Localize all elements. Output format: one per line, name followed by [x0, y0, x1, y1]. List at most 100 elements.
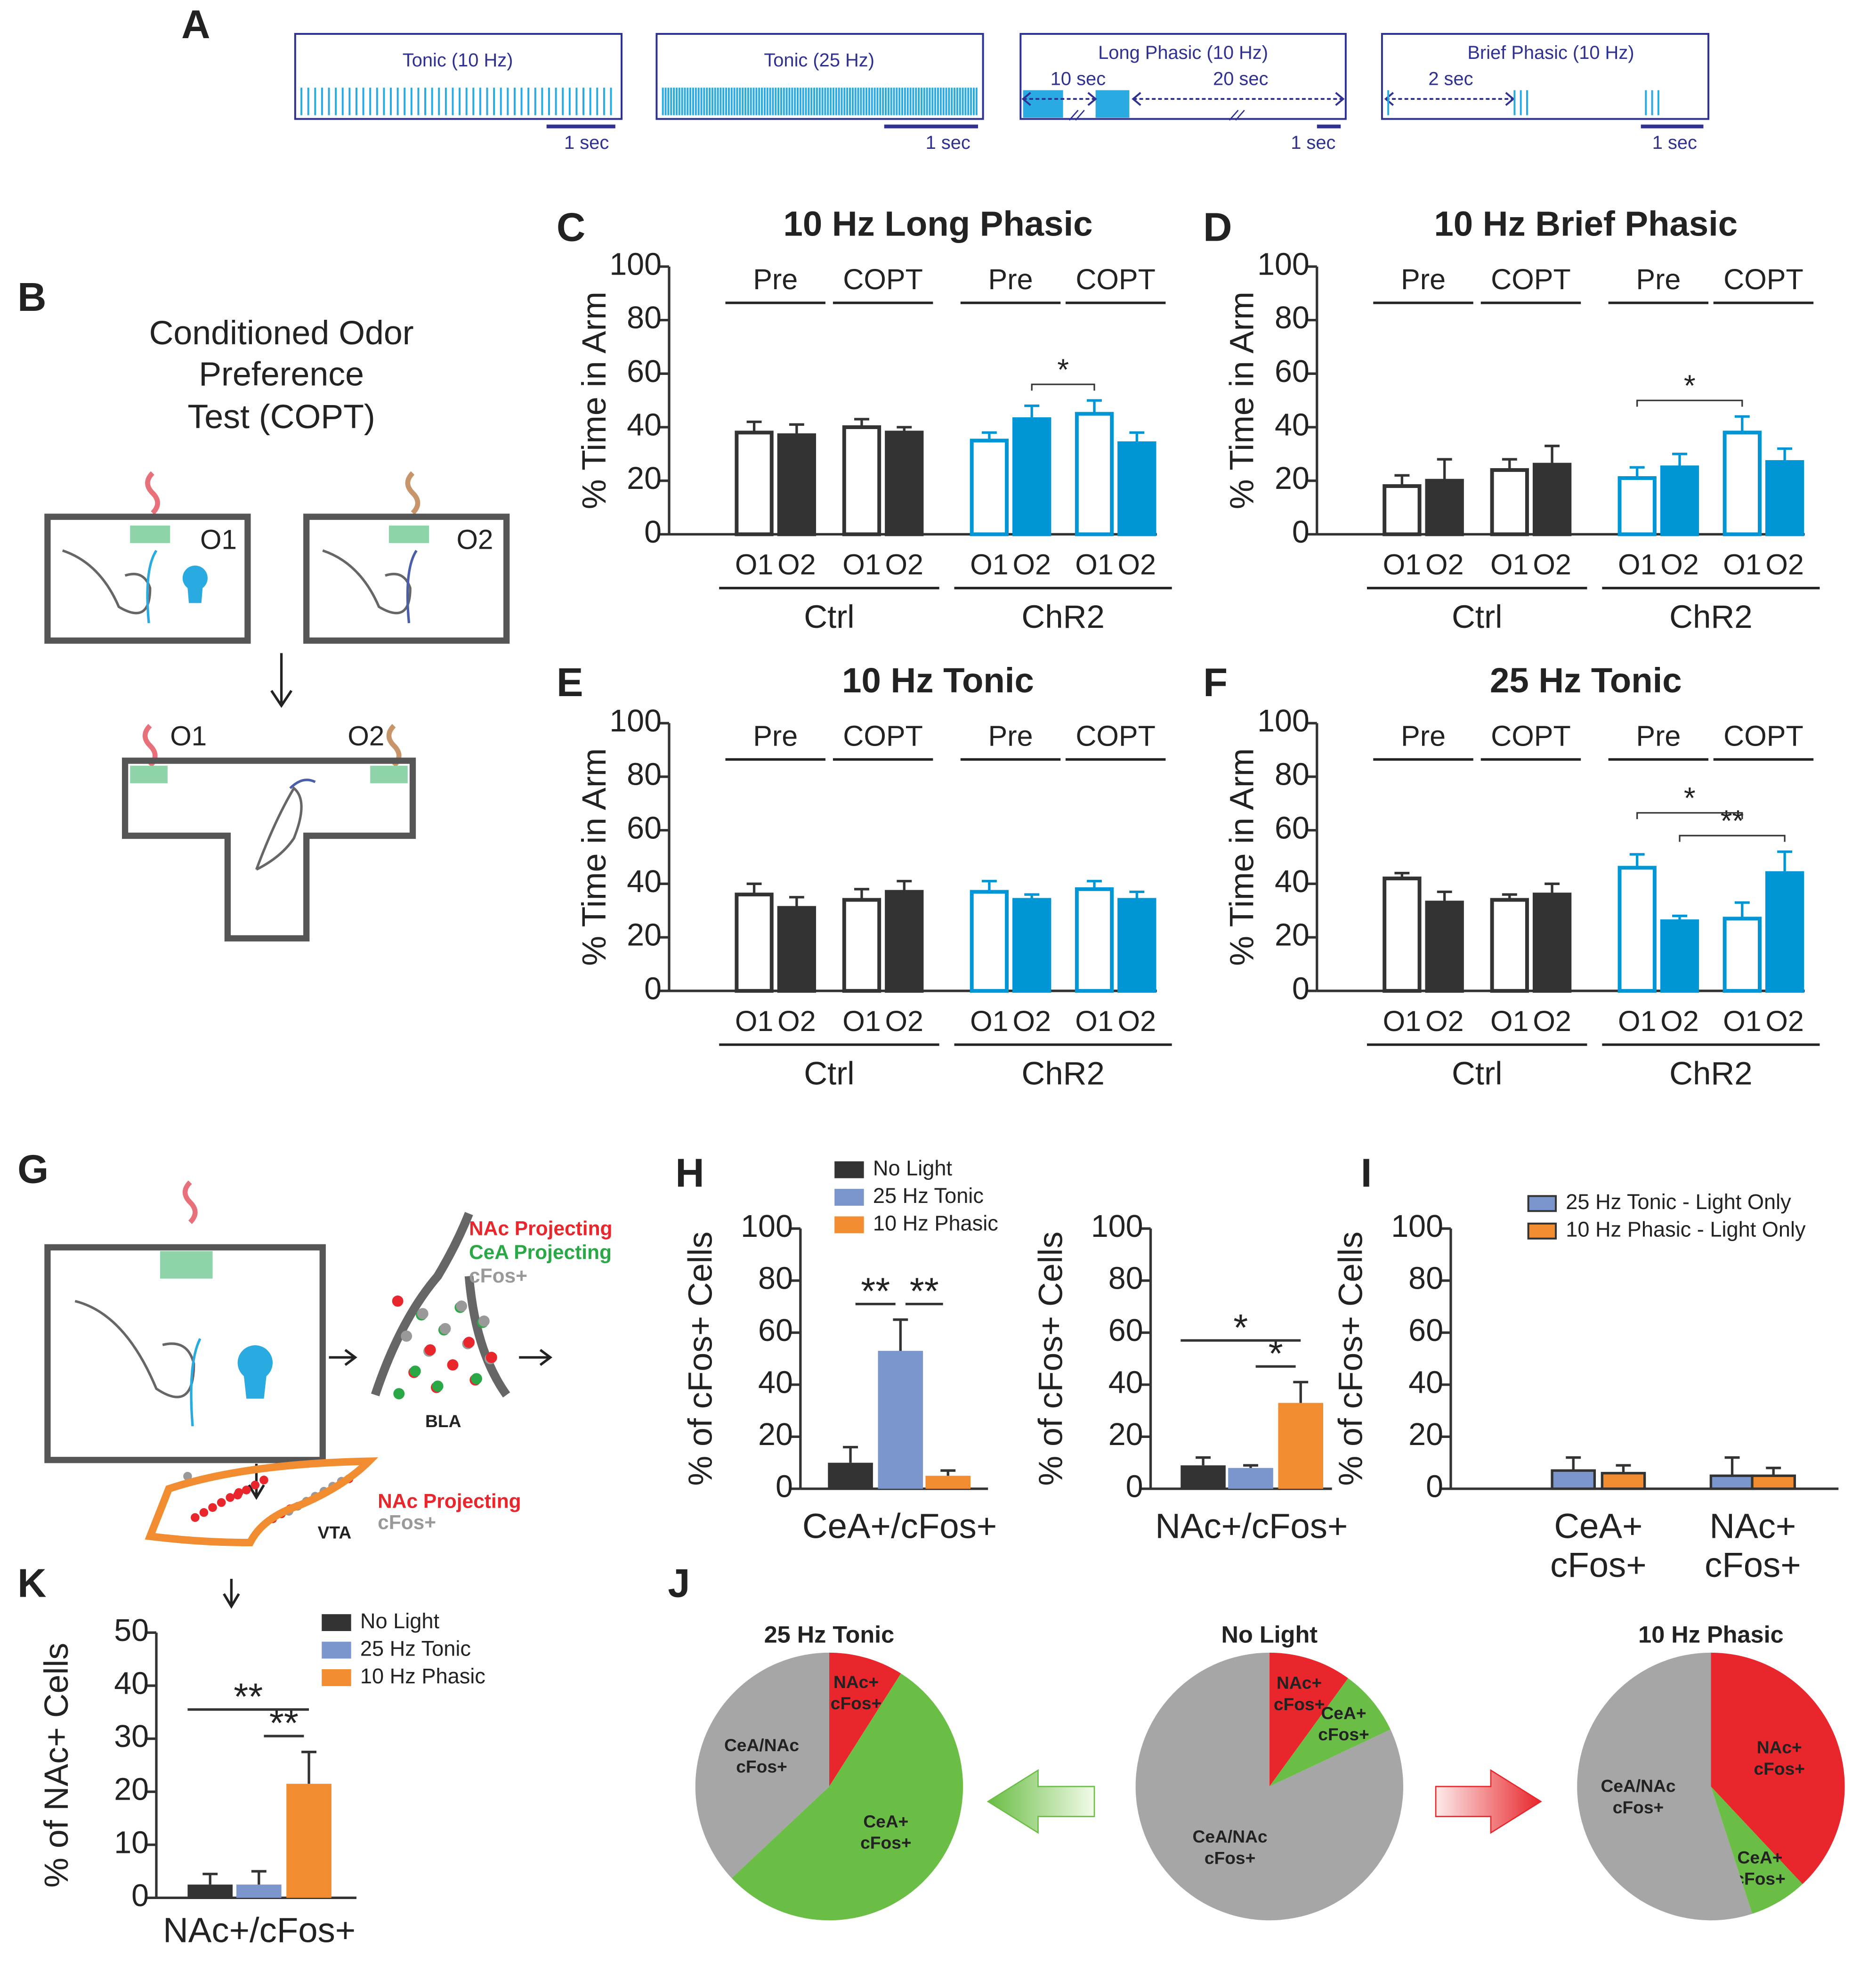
error-bar	[1672, 914, 1687, 922]
bar	[1722, 430, 1762, 536]
supergroup-label: Ctrl	[804, 1055, 854, 1092]
y-axis-label: % of NAc+ Cells	[38, 1643, 75, 1888]
bar	[1490, 468, 1529, 536]
error-bar	[1734, 415, 1750, 433]
bar	[1765, 871, 1804, 993]
y-axis-label: % of cFos+ Cells	[1032, 1232, 1069, 1486]
pie-label: cFos+	[1274, 1694, 1325, 1714]
x-tick-label: O2	[885, 1005, 923, 1037]
bar	[1617, 866, 1657, 993]
bar	[1709, 1474, 1755, 1490]
y-tick-label: 0	[776, 1469, 793, 1504]
bar	[1551, 1469, 1596, 1490]
x-tick-label: O2	[1425, 549, 1464, 581]
scale-label: 1 sec	[564, 132, 609, 153]
y-tick-label: 0	[131, 1878, 149, 1913]
bar	[925, 1476, 971, 1489]
duration-label: 10 sec	[1051, 69, 1106, 89]
y-tick-label: 80	[1408, 1261, 1443, 1296]
y-tick-label: 60	[1275, 811, 1310, 845]
error-bar	[746, 882, 762, 895]
error-bar	[1777, 850, 1793, 873]
group-label: COPT	[1491, 263, 1571, 295]
bar	[1383, 877, 1422, 993]
error-bar	[1566, 1456, 1581, 1471]
x-tick-label: O1	[1490, 549, 1528, 581]
x-tick-label: O1	[1383, 1005, 1421, 1037]
bar	[1012, 417, 1051, 536]
y-tick-label: 100	[1257, 247, 1310, 282]
legend-label: No Light	[360, 1609, 440, 1633]
y-tick-label: 20	[758, 1417, 793, 1452]
arrow	[987, 1769, 1095, 1834]
pie-label: CeA+	[1738, 1847, 1783, 1867]
x-tick-label: O1	[1075, 1005, 1113, 1037]
legend-label: 10 Hz Phasic - Light Only	[1566, 1218, 1806, 1242]
y-tick-label: 80	[758, 1261, 793, 1296]
y-tick-label: 40	[1275, 864, 1310, 899]
chart-title: 25 Hz Tonic	[764, 1621, 895, 1648]
error-bar	[789, 423, 804, 436]
y-tick-label: 20	[1108, 1417, 1143, 1452]
vta-label: cFos+	[378, 1511, 436, 1534]
chart-title: 10 Hz Phasic	[1638, 1621, 1783, 1648]
group-label: Pre	[1401, 720, 1446, 752]
error-bar	[1394, 872, 1410, 879]
duration-label: 2 sec	[1428, 69, 1473, 89]
cell	[432, 1380, 444, 1392]
legend-swatch	[322, 1641, 351, 1659]
supergroup-label: Ctrl	[804, 598, 854, 635]
x-tick-label: NAc+	[1709, 1507, 1796, 1546]
y-tick-label: 10	[114, 1825, 149, 1860]
cell	[226, 1493, 234, 1502]
bar	[1383, 484, 1422, 536]
circuit-illustration	[44, 1180, 553, 1609]
y-tick-label: 30	[114, 1719, 149, 1754]
copt-title: Test (COPT)	[187, 398, 375, 436]
trace-title: Tonic (10 Hz)	[403, 50, 513, 71]
y-tick-label: 0	[1292, 971, 1310, 1006]
legend-label: No Light	[873, 1156, 953, 1180]
y-tick-label: 20	[627, 918, 662, 953]
vta-label: NAc Projecting	[378, 1490, 521, 1512]
group-label: Pre	[988, 263, 1033, 295]
bar	[1228, 1468, 1273, 1489]
error-bar	[1502, 458, 1517, 470]
pie-label: cFos+	[1318, 1724, 1369, 1744]
x-tick-label: O1	[842, 1005, 881, 1037]
panel-label: K	[17, 1561, 46, 1606]
error-bar	[1777, 447, 1793, 462]
x-tick-label: O1	[970, 549, 1008, 581]
panel-label: I	[1361, 1151, 1372, 1195]
supergroup-label: ChR2	[1669, 1055, 1753, 1092]
bar	[777, 433, 817, 536]
pie-slice	[829, 1652, 901, 1787]
x-tick-label: O2	[1660, 1005, 1698, 1037]
x-tick-label: O2	[1533, 549, 1571, 581]
cell	[259, 1475, 268, 1485]
pie-label: cFos+	[736, 1756, 787, 1776]
x-tick-label: O2	[1765, 549, 1803, 581]
cell	[251, 1480, 260, 1490]
bar	[828, 1462, 873, 1489]
pie-slice	[1711, 1652, 1845, 1884]
scale-label: 1 sec	[1652, 132, 1697, 153]
copt-title: Preference	[199, 356, 364, 393]
error-bar	[1616, 1464, 1631, 1473]
y-tick-label: 40	[627, 864, 662, 899]
y-tick-label: 0	[1292, 515, 1310, 550]
odor-label: O1	[200, 525, 237, 555]
group-label: Pre	[1636, 720, 1681, 752]
pie-label: CeA/NAc	[724, 1735, 799, 1755]
cell	[478, 1315, 490, 1327]
supergroup-label: Ctrl	[1452, 1055, 1502, 1092]
error-bar	[1196, 1456, 1211, 1466]
group-label: Pre	[753, 720, 798, 752]
y-tick-label: 60	[627, 354, 662, 389]
x-tick-label: CeA+/cFos+	[802, 1507, 997, 1546]
panel-label: A	[181, 2, 210, 47]
y-axis-label: % Time in Arm	[1223, 292, 1261, 509]
error-bar	[1502, 893, 1517, 900]
group-label: COPT	[1491, 720, 1571, 752]
y-tick-label: 60	[758, 1313, 793, 1348]
